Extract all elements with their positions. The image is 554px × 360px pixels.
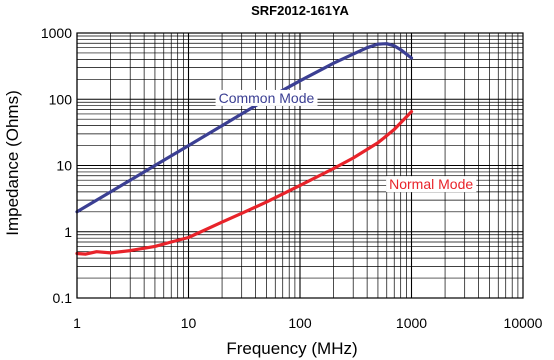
- plot-frame: [76, 32, 524, 299]
- y-tick-labels: 0.1 1 10 100 1000: [41, 25, 72, 306]
- series-line-common-mode: [75, 42, 414, 214]
- chart-title: SRF2012-161YA: [251, 3, 349, 18]
- series-layer: [75, 42, 414, 256]
- x-tick-label: 10000: [504, 315, 543, 331]
- series-line-normal-mode: [75, 110, 414, 256]
- x-tick-label: 100: [288, 315, 312, 331]
- y-tick-label: 100: [49, 91, 73, 107]
- x-tick-label: 1000: [396, 315, 427, 331]
- annotation-background-common-mode: [215, 89, 318, 106]
- grid-lines: [76, 33, 523, 299]
- annotations: Common Mode Normal Mode: [215, 89, 477, 193]
- y-tick-label: 1: [64, 224, 72, 240]
- y-tick-label: 10: [56, 158, 72, 174]
- y-tick-label: 1000: [41, 25, 72, 41]
- annotation-background-normal-mode: [386, 176, 477, 193]
- x-axis-label: Frequency (MHz): [226, 339, 357, 358]
- annotation-common-mode: Common Mode: [219, 90, 315, 106]
- x-tick-label: 10: [181, 315, 197, 331]
- annotation-normal-mode: Normal Mode: [389, 176, 473, 192]
- y-axis-label: Impedance (Ohms): [3, 90, 22, 236]
- x-tick-label: 1: [73, 315, 81, 331]
- x-tick-labels: 1 10 100 1000 10000: [73, 315, 543, 331]
- y-tick-label: 0.1: [53, 290, 73, 306]
